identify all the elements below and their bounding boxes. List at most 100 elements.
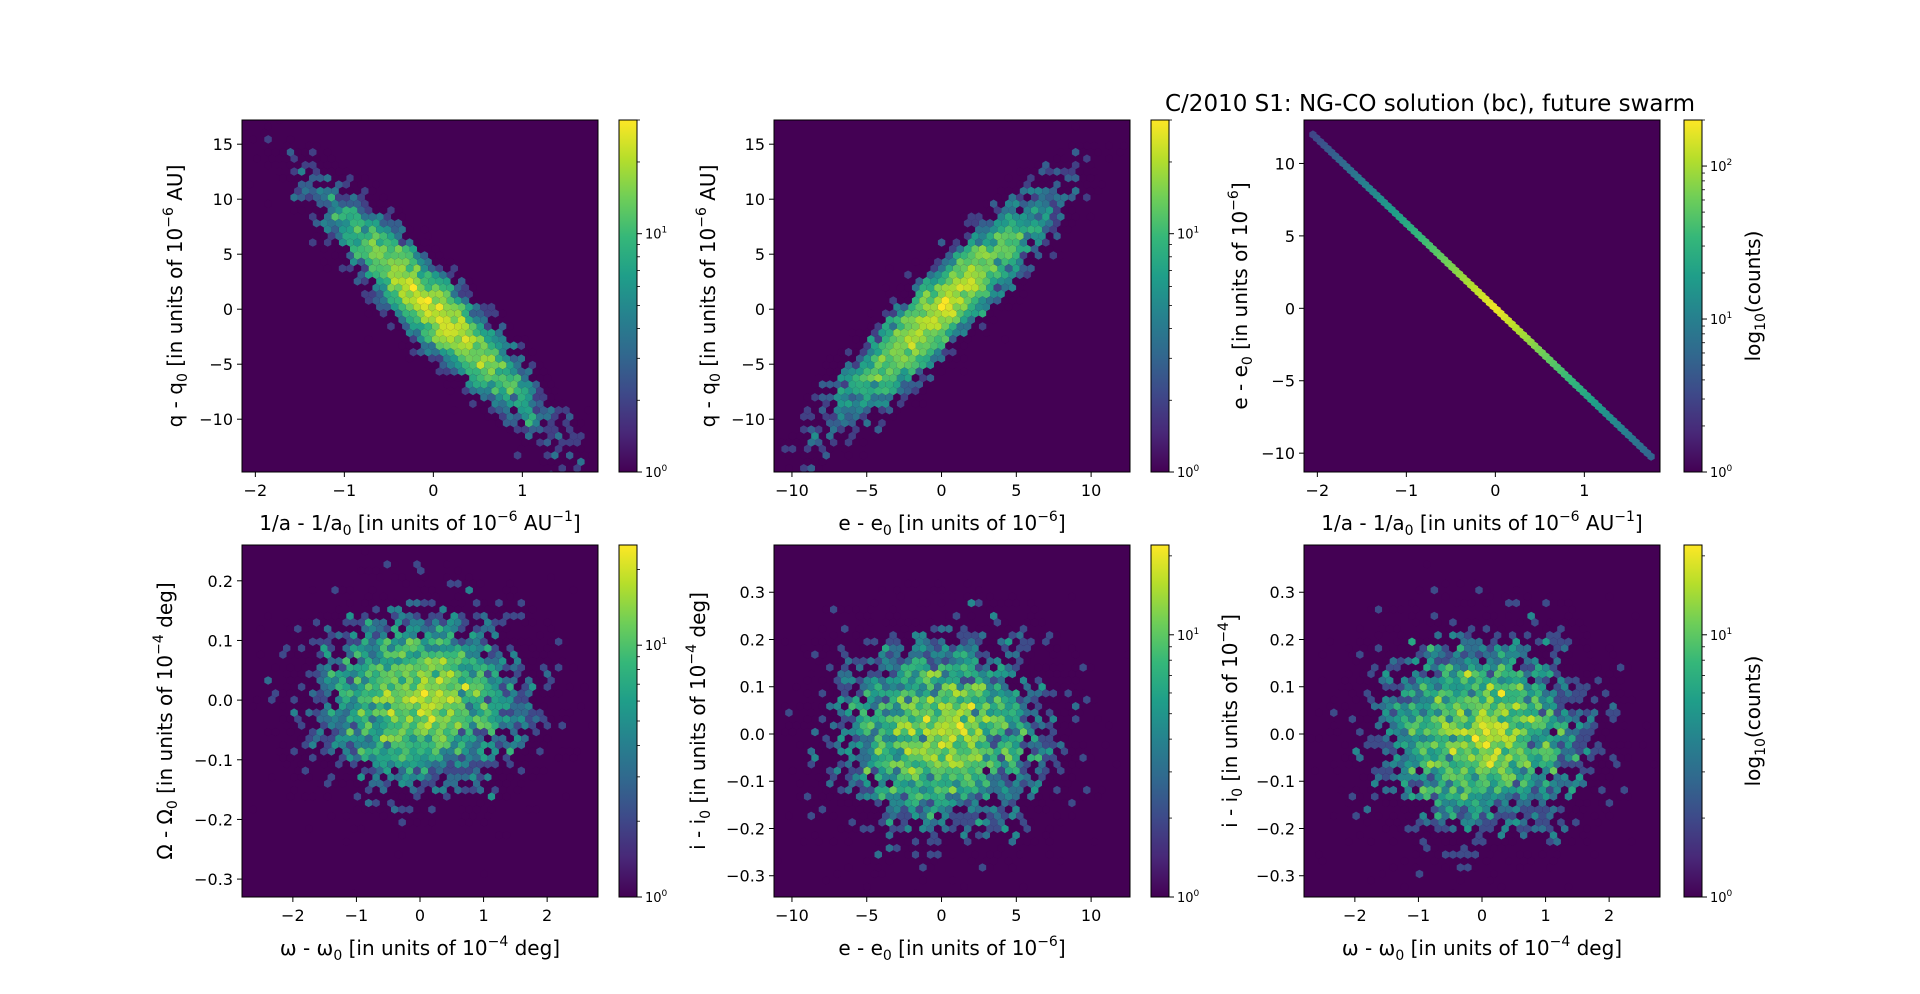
hexbin-cell: [1016, 669, 1024, 679]
hexbin-cell: [469, 811, 477, 821]
hexbin-cell: [1012, 186, 1020, 196]
hexbin-cell: [312, 669, 321, 679]
hexbin-cell: [458, 315, 466, 325]
hexbin-cell: [1523, 656, 1532, 666]
hexbin-cell: [350, 708, 358, 717]
hexbin-cell: [1520, 792, 1528, 801]
hexbin-cell: [870, 676, 879, 685]
hexbin-cell: [822, 876, 830, 885]
hexbin-cell: [990, 714, 998, 724]
hexbin-cell: [1173, 64, 1180, 73]
hexbin-cell: [1012, 740, 1020, 750]
hexbin-cell: [398, 302, 406, 312]
hexbin-cell: [919, 747, 927, 756]
hexbin-cell: [383, 676, 391, 685]
hexbin-cell: [1430, 689, 1439, 698]
hexbin-cell: [525, 740, 533, 750]
hexbin-cell: [1378, 727, 1386, 737]
hexbin-cell: [874, 656, 882, 666]
hexbin-cell: [908, 650, 916, 659]
hexbin-cell: [975, 740, 983, 750]
hexbin-cell: [1531, 682, 1539, 692]
hexbin-cell: [911, 347, 920, 357]
hexbin-cell: [852, 824, 860, 834]
hexbin-cell: [368, 727, 377, 737]
hexbin-cell: [1505, 792, 1513, 801]
hexbin-cell: [405, 315, 414, 325]
hexbin-cell: [327, 231, 336, 241]
hexbin-cell: [413, 676, 421, 685]
colorbar-tick-label: 101: [645, 226, 667, 243]
hexbin-cell: [428, 598, 436, 608]
hexbin-cell: [424, 244, 432, 254]
hexbin-cell: [1423, 766, 1431, 775]
hexbin-cell: [1385, 740, 1394, 750]
hexbin-cell: [1486, 747, 1494, 756]
hexbin-cell: [1516, 811, 1524, 821]
hexbin-cell: [896, 309, 905, 318]
hexbin-cell: [997, 689, 1005, 698]
hexbin-cell: [316, 186, 324, 196]
hexbin-cell: [409, 734, 417, 743]
hexbin-cell: [1019, 727, 1028, 737]
hexbin-cell: [1479, 785, 1487, 795]
hexbin-cell: [889, 798, 897, 808]
hexbin-cell: [1456, 579, 1465, 588]
hexbin-cell: [1049, 199, 1057, 209]
hexbin-cell: [997, 650, 1005, 659]
hexbin-cell: [986, 824, 994, 834]
hexbin-cell: [911, 695, 920, 705]
hexbin-cell: [472, 341, 481, 351]
hexbin-cell: [1426, 772, 1435, 782]
hexbin-cell: [1587, 740, 1595, 750]
hexbin-cell: [428, 766, 436, 775]
hexbin-cell: [930, 328, 938, 338]
hexbin-cell: [342, 193, 350, 202]
hexbin-cell: [852, 798, 860, 808]
hexbin-cell: [335, 206, 343, 215]
y-tick-label: −0.3: [1256, 867, 1295, 886]
hexbin-cell: [1027, 264, 1035, 273]
hexbin-cell: [558, 464, 566, 472]
hexbin-cell: [368, 805, 377, 814]
hexbin-cell: [253, 695, 261, 705]
hexbin-cell: [807, 708, 815, 717]
hexbin-cell: [402, 785, 410, 795]
hexbin-cell: [305, 734, 313, 743]
hexbin-cell: [1579, 637, 1587, 646]
hexbin-cell: [1486, 643, 1494, 653]
hexbin-cell: [990, 676, 998, 685]
hexbin-cell: [353, 663, 362, 672]
hexbin-cell: [1464, 708, 1472, 717]
hexbin-cell: [945, 740, 953, 750]
hexbin-cell: [934, 270, 942, 280]
hexbin-cell: [986, 283, 994, 292]
hexbin-cell: [376, 624, 384, 634]
hexbin-cell: [376, 289, 384, 299]
hexbin-cell: [945, 302, 953, 312]
y-axis-label: q - q0 [in units of 10−6 AU]: [161, 165, 191, 428]
hexbin-cell: [402, 747, 410, 756]
hexbin-cell: [323, 186, 332, 196]
hexbin-cell: [1520, 753, 1528, 763]
hexbin-cell: [971, 772, 979, 782]
hexbin-cell: [469, 296, 477, 305]
hexbin-cell: [566, 708, 574, 717]
hexbin-cell: [454, 721, 462, 730]
hexbin-cell: [476, 386, 485, 396]
hexbin-cell: [855, 702, 864, 711]
hexbin-cell: [562, 792, 570, 801]
hexbin-cell: [803, 444, 812, 454]
hexbin-cell: [1475, 831, 1483, 840]
hexbin-cell: [963, 592, 972, 601]
hexbin-cell: [1023, 656, 1031, 666]
hexbin-cell: [1105, 141, 1113, 151]
hexbin-cell: [911, 811, 920, 821]
hexbin-cell: [364, 695, 373, 705]
hexbin-cell: [502, 380, 511, 389]
hexbin-cell: [498, 631, 507, 640]
hexbin-cell: [528, 438, 537, 447]
hexbin-cell: [402, 579, 410, 588]
hexbin-cell: [376, 212, 384, 222]
